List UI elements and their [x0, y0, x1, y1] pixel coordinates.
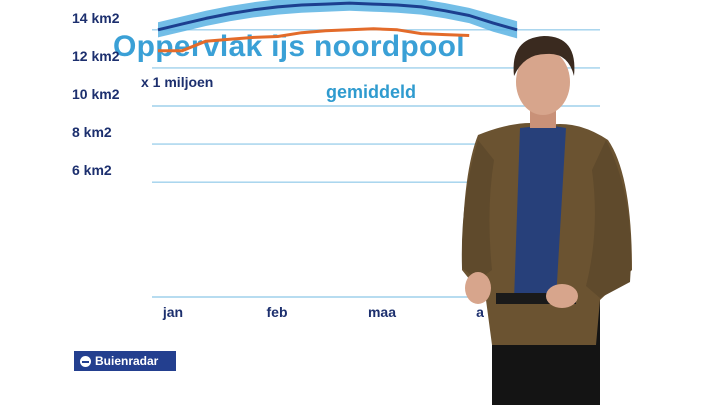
y-tick-label: 10 km2 — [72, 86, 120, 102]
series-label-gemiddeld: gemiddeld — [326, 82, 417, 102]
logo-text: Buienradar — [95, 354, 159, 368]
y-tick-label: 8 km2 — [72, 124, 112, 140]
current-year-line — [158, 27, 470, 53]
buienradar-logo-icon — [80, 355, 91, 367]
x-tick-label: jan — [162, 304, 183, 320]
x-tick-label: maa — [368, 304, 396, 320]
y-tick-label: 6 km2 — [72, 162, 112, 178]
x-tick-label: feb — [267, 304, 288, 320]
buienradar-logo: Buienradar — [74, 351, 176, 371]
unit-note: x 1 miljoen — [141, 74, 214, 90]
y-tick-label: 12 km2 — [72, 48, 120, 64]
average-range-band — [158, 0, 518, 39]
y-tick-label: 14 km2 — [72, 10, 120, 26]
presenter-figure — [461, 36, 632, 405]
x-tick-label: a — [476, 304, 484, 320]
average-line — [157, 1, 518, 32]
